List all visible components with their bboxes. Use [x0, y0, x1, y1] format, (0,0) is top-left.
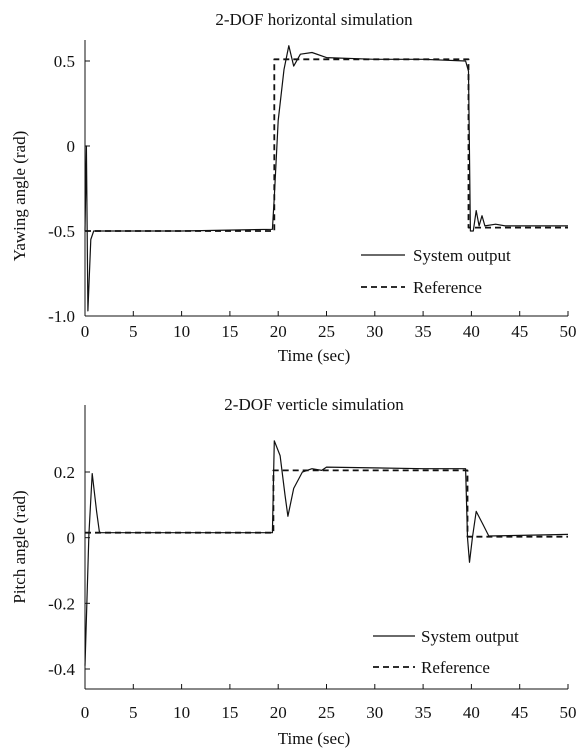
legend: System output Reference	[361, 246, 511, 297]
x-tick-label: 5	[129, 703, 138, 722]
x-tick-label: 0	[81, 322, 90, 341]
x-tick-label: 35	[415, 322, 432, 341]
x-tick-label: 50	[560, 703, 577, 722]
x-tick-label: 15	[221, 703, 238, 722]
legend-label-reference: Reference	[413, 278, 482, 297]
x-tick-label: 5	[129, 322, 138, 341]
x-axis-label: Time (sec)	[278, 729, 351, 748]
x-tick-label: 10	[173, 322, 190, 341]
y-tick-label: 0	[67, 529, 76, 548]
legend: System output Reference	[373, 627, 519, 677]
y-tick-label: -0.5	[48, 222, 75, 241]
series-line-reference	[85, 469, 568, 538]
x-axis-label: Time (sec)	[278, 346, 351, 365]
x-tick-label: 40	[463, 703, 480, 722]
x-tick-label: 25	[318, 703, 335, 722]
plot-area: 0 5 10 15 20 25 30 35 40 45 50 0.5 0 -0.5 -1.0	[48, 40, 577, 341]
y-tick-label: 0.2	[54, 463, 75, 482]
y-tick-label: -1.0	[48, 307, 75, 326]
plot-area: 0 5 10 15 20 25 30 35 40 45 50 0.2 0 -0.2 -0.4	[48, 405, 577, 722]
x-tick-label: 45	[511, 322, 528, 341]
x-tick-label: 35	[415, 703, 432, 722]
series-line-system-output	[84, 45, 568, 312]
x-tick-label: 50	[560, 322, 577, 341]
legend-label-reference: Reference	[421, 658, 490, 677]
chart-title: 2-DOF horizontal simulation	[215, 10, 413, 29]
y-tick-label: 0.5	[54, 52, 75, 71]
chart-title: 2-DOF verticle simulation	[224, 395, 404, 414]
x-tick-label: 15	[221, 322, 238, 341]
y-tick-label: -0.2	[48, 594, 75, 613]
x-tick-label: 40	[463, 322, 480, 341]
legend-label-system-output: System output	[421, 627, 519, 646]
x-tick-label: 45	[511, 703, 528, 722]
chart-horizontal: 2-DOF horizontal simulation Time (sec) Y…	[10, 10, 577, 365]
y-tick-label: 0	[67, 137, 76, 156]
x-tick-label: 20	[270, 703, 287, 722]
x-tick-label: 30	[366, 703, 383, 722]
series-line-reference	[85, 58, 568, 232]
y-tick-label: -0.4	[48, 660, 75, 679]
x-tick-label: 10	[173, 703, 190, 722]
x-tick-label: 0	[81, 703, 90, 722]
legend-label-system-output: System output	[413, 246, 511, 265]
x-tick-label: 30	[366, 322, 383, 341]
y-axis-label: Yawing angle (rad)	[10, 131, 29, 261]
y-axis-label: Pitch angle (rad)	[10, 490, 29, 603]
x-tick-label: 20	[270, 322, 287, 341]
x-tick-label: 25	[318, 322, 335, 341]
chart-vertical: 2-DOF verticle simulation Time (sec) Pit…	[10, 395, 577, 748]
